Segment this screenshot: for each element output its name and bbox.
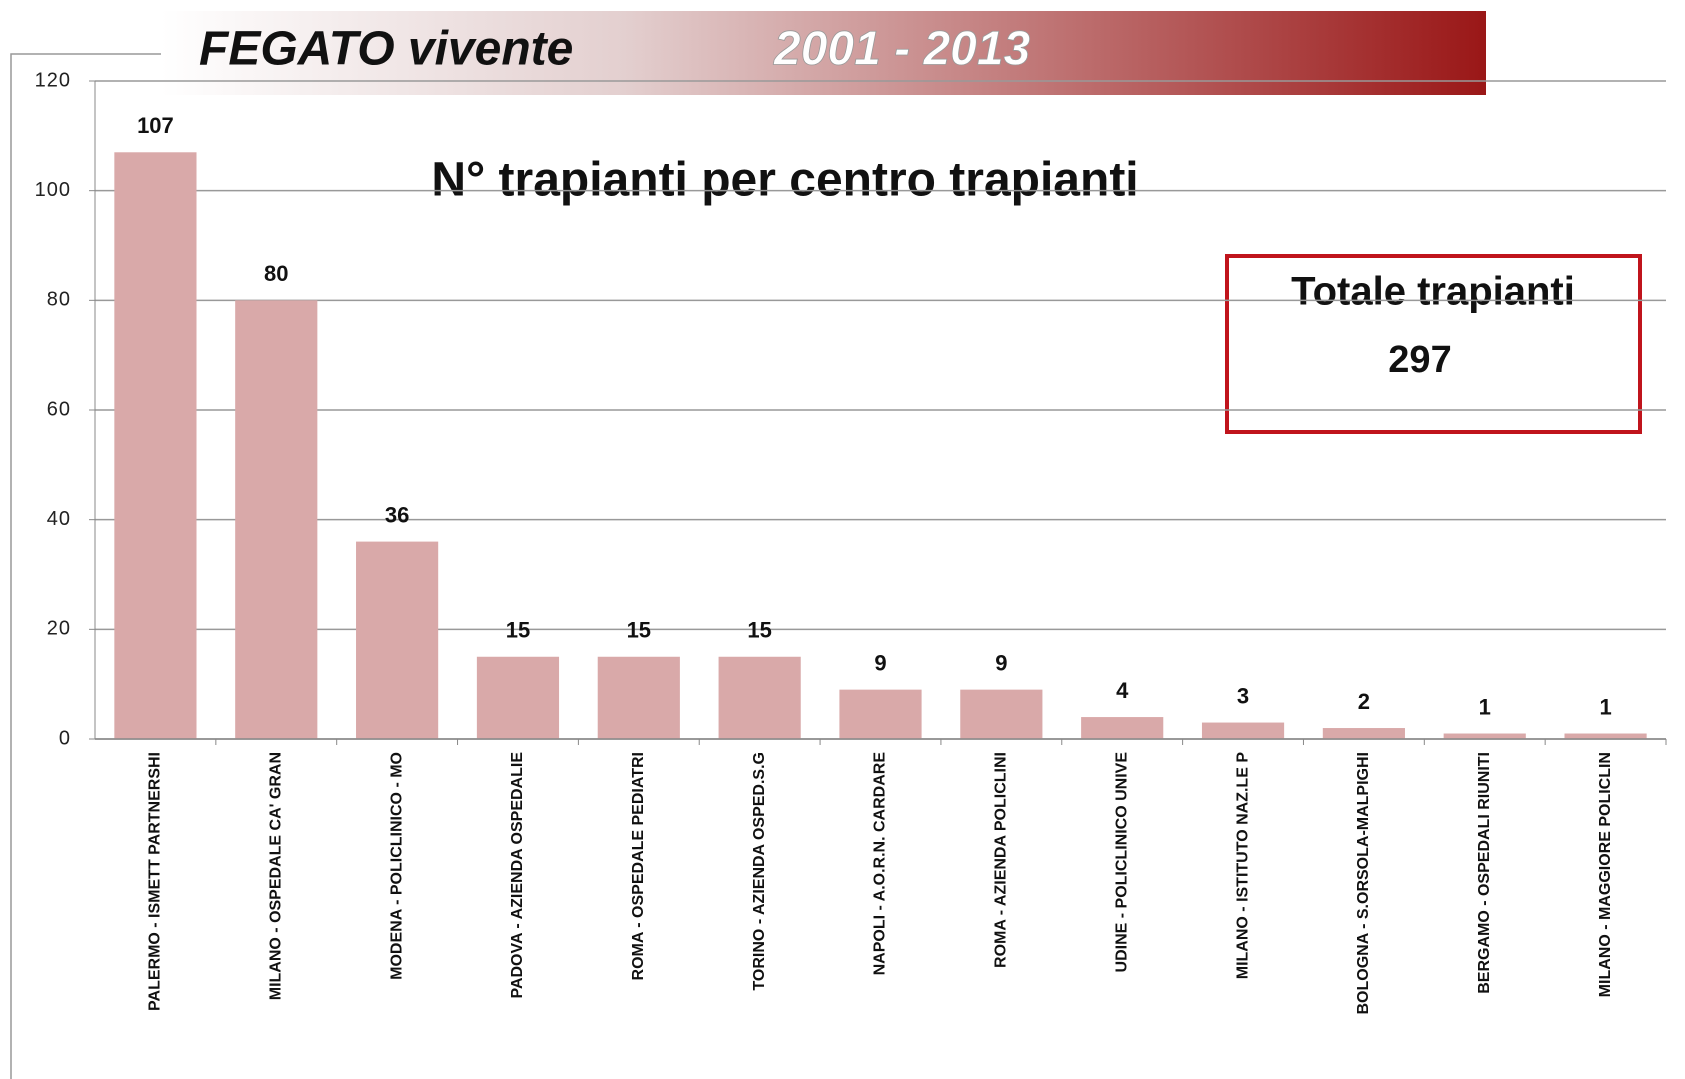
value-label: 9	[995, 650, 1007, 675]
x-tick-label: MILANO - MAGGIORE POLICLIN	[1597, 752, 1614, 997]
value-label: 15	[627, 618, 651, 643]
bar	[597, 656, 680, 739]
bar	[1081, 717, 1164, 739]
value-label: 80	[264, 261, 288, 286]
x-tick-label: MILANO - OSPEDALE CA' GRAN	[267, 752, 284, 1000]
value-label: 9	[874, 650, 886, 675]
y-tick-label: 80	[47, 289, 71, 311]
x-tick-label: PALERMO - ISMETT PARTNERSHI	[147, 752, 164, 1011]
x-tick-label: NAPOLI - A.O.R.N. CARDARE	[872, 752, 889, 976]
x-tick-label: UDINE - POLICLINICO UNIVE	[1113, 752, 1130, 973]
bar	[476, 656, 560, 739]
y-tick-label: 100	[35, 179, 71, 201]
bar	[235, 300, 318, 739]
bar	[1443, 733, 1526, 739]
period: 2001 - 2013	[773, 23, 1031, 76]
x-tick-label: ROMA - OSPEDALE PEDIATRI	[630, 752, 647, 980]
x-tick-label: MILANO - ISTITUTO NAZ.LE P	[1234, 752, 1251, 980]
value-label: 15	[747, 618, 771, 643]
bar	[356, 541, 439, 739]
frame	[10, 53, 161, 1079]
x-tick-label: ROMA - AZIENDA POLICLINI	[993, 752, 1010, 968]
total-box	[1225, 254, 1642, 434]
bar	[1201, 722, 1285, 739]
total-value: 297	[1388, 339, 1451, 381]
bar	[114, 152, 197, 740]
value-label: 1	[1599, 694, 1611, 719]
total-label: Totale trapianti	[1291, 270, 1575, 314]
x-tick-label: BOLOGNA - S.ORSOLA-MALPIGHI	[1355, 752, 1372, 1015]
y-tick-label: 0	[59, 727, 71, 749]
x-tick-label: TORINO - AZIENDA OSPED.S.G	[751, 752, 768, 991]
x-tick-label: PADOVA - AZIENDA OSPEDALIE	[509, 752, 526, 999]
bar	[960, 689, 1043, 739]
value-label: 2	[1358, 689, 1370, 714]
y-tick-label: 40	[47, 508, 71, 530]
value-label: 36	[385, 502, 409, 527]
value-label: 3	[1237, 683, 1249, 708]
y-tick-label: 60	[47, 398, 71, 420]
subtitle: N° trapianti per centro trapianti	[431, 154, 1138, 207]
y-tick-label: 20	[47, 618, 71, 640]
x-tick-label: MODENA - POLICLINICO - MO	[388, 752, 405, 980]
bar	[1564, 733, 1647, 739]
chart-title: FEGATO vivente	[199, 23, 573, 76]
bar	[718, 656, 801, 739]
bar	[839, 689, 922, 739]
value-label: 1	[1479, 694, 1491, 719]
value-label: 15	[506, 618, 530, 643]
bar	[1322, 728, 1405, 739]
value-label: 107	[137, 113, 174, 138]
value-label: 4	[1116, 678, 1129, 703]
x-tick-label: BERGAMO - OSPEDALI RIUNITI	[1476, 752, 1493, 994]
y-tick-label: 120	[35, 69, 71, 91]
